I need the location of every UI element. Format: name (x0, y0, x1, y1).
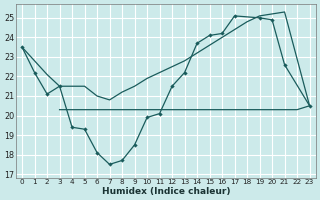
X-axis label: Humidex (Indice chaleur): Humidex (Indice chaleur) (101, 187, 230, 196)
